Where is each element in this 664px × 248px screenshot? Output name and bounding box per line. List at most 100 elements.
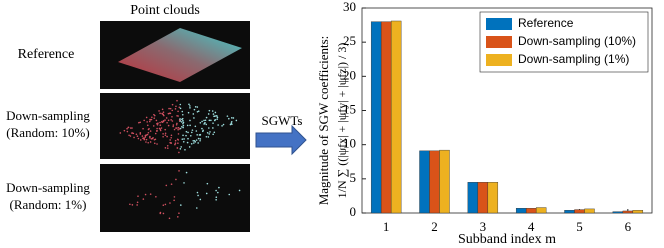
cloud-point — [197, 110, 200, 112]
cloud-point — [153, 142, 156, 145]
cloud-point — [169, 107, 172, 110]
cloud-plane — [118, 28, 242, 82]
cloud-point — [172, 125, 174, 128]
cloud-point — [178, 106, 181, 109]
cloud-point — [188, 146, 191, 148]
bar — [370, 21, 382, 214]
cloud-point — [170, 136, 172, 139]
point-cloud-panel: Point clouds Reference Down-sampling (Ra… — [6, 3, 307, 232]
cloud-point — [208, 127, 210, 129]
cloud-point — [185, 130, 188, 133]
cloud-point — [126, 130, 129, 133]
cloud-point — [195, 139, 198, 141]
cloud-point — [179, 103, 182, 106]
cloud-point — [164, 132, 167, 135]
cloud-point — [166, 121, 168, 124]
cloud-point — [171, 109, 174, 112]
cloud-point — [207, 136, 210, 138]
cloud-point — [139, 139, 142, 141]
cloud-point — [170, 183, 173, 185]
cloud-point — [192, 139, 195, 142]
cloud-point — [164, 147, 167, 149]
cloud-point — [187, 137, 189, 140]
cloud-point — [166, 147, 169, 149]
cloud-point — [143, 119, 145, 122]
cloud-point — [153, 113, 155, 116]
cloud-point — [149, 141, 152, 143]
cloud-point — [230, 117, 233, 119]
cloud-point — [152, 125, 155, 127]
cloud-label: (Random: 10%) — [6, 125, 89, 140]
cloud-point — [174, 139, 177, 142]
cloud-point — [139, 121, 142, 124]
bar — [380, 21, 392, 214]
cloud-point — [199, 198, 202, 201]
cloud-point — [218, 186, 220, 189]
y-tick-label: 5 — [350, 170, 357, 185]
cloud-point — [145, 138, 148, 141]
cloud-point — [183, 182, 185, 184]
bar — [632, 210, 644, 214]
cloud-point — [206, 131, 209, 134]
legend-label: Down-sampling (10%) — [518, 34, 636, 48]
cloud-point — [145, 141, 147, 143]
cloud-point — [135, 133, 138, 136]
cloud-point — [185, 134, 187, 137]
cloud-point — [181, 138, 184, 140]
x-tick-label: 5 — [576, 219, 583, 234]
cloud-point — [149, 135, 151, 138]
cloud-point — [178, 151, 180, 154]
cloud-point — [174, 143, 176, 146]
cloud-point — [158, 127, 161, 130]
cloud-point — [126, 127, 128, 130]
cloud-point — [186, 141, 189, 144]
cloud-point — [147, 141, 150, 144]
cloud-point — [176, 147, 179, 149]
cloud-point — [195, 207, 198, 209]
cloud-point — [156, 123, 159, 126]
cloud-dots — [119, 99, 241, 220]
cloud-point — [174, 142, 177, 145]
cloud-point — [190, 131, 193, 134]
panel-title: Point clouds — [130, 3, 200, 18]
cloud-point — [193, 142, 195, 144]
cloud-point — [176, 138, 179, 141]
cloud-point — [195, 130, 198, 132]
cloud-point — [138, 121, 140, 124]
cloud-point — [171, 120, 174, 122]
y-tick-label: 30 — [343, 0, 356, 14]
cloud-point — [176, 99, 178, 102]
cloud-point — [169, 112, 172, 115]
cloud-point — [216, 118, 218, 120]
cloud-point — [181, 125, 183, 128]
cloud-point — [128, 134, 130, 137]
cloud-label: Down-sampling — [6, 180, 90, 195]
x-tick-label: 1 — [383, 219, 390, 234]
cloud-label: Reference — [18, 47, 75, 62]
cloud-point — [142, 137, 144, 140]
cloud-point — [182, 119, 184, 122]
y-tick-label: 10 — [343, 136, 356, 151]
cloud-point — [188, 103, 190, 106]
cloud-point — [162, 135, 164, 138]
cloud-point — [228, 193, 231, 196]
cloud-point — [155, 119, 158, 122]
cloud-point — [161, 108, 164, 111]
cloud-point — [164, 203, 167, 206]
cloud-point — [123, 129, 126, 132]
bar — [439, 149, 450, 214]
cloud-point — [176, 122, 178, 125]
cloud-point — [155, 195, 157, 198]
cloud-point — [157, 122, 159, 125]
cloud-point — [197, 194, 199, 197]
cloud-point — [146, 124, 149, 127]
cloud-point — [168, 107, 170, 110]
cloud-point — [235, 119, 238, 122]
cloud-point — [151, 116, 153, 119]
cloud-point — [217, 124, 219, 126]
arrow — [255, 124, 307, 156]
cloud-point — [175, 124, 178, 126]
cloud-point — [193, 140, 196, 142]
cloud-point — [182, 126, 184, 129]
